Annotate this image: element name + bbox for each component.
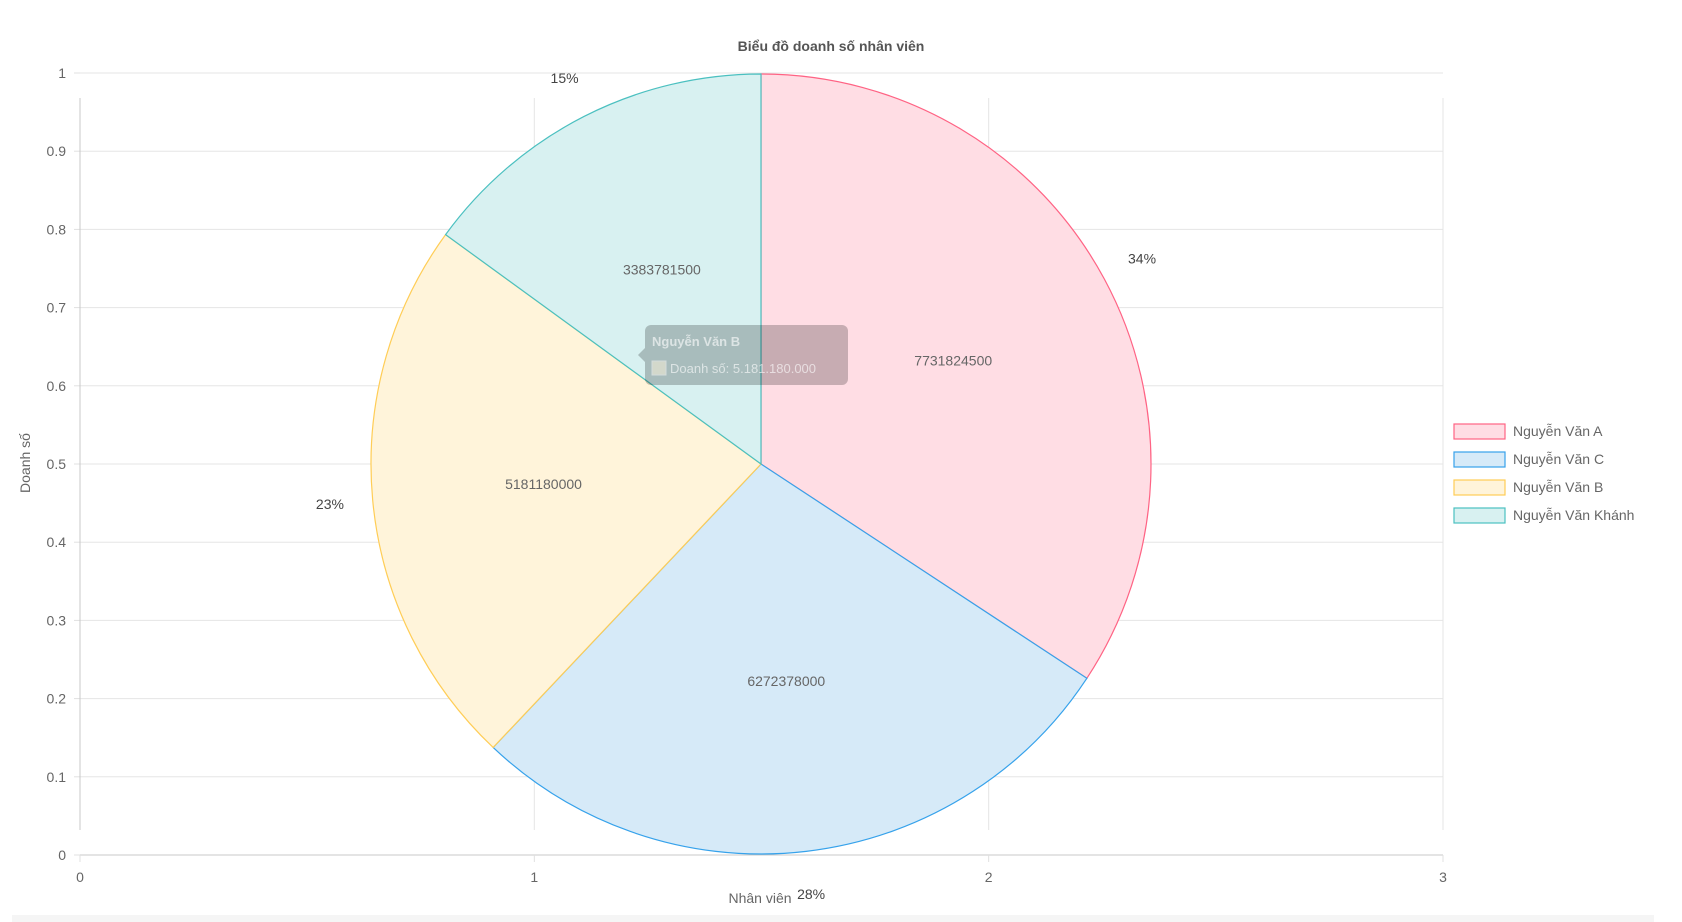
slice-percent-labels: 34% 28% 23% 15%	[316, 70, 1156, 902]
y-tick-label: 0.2	[47, 691, 67, 707]
slice-value-label: 5181180000	[505, 476, 582, 492]
y-tick-label: 0	[58, 847, 66, 863]
pie-slice[interactable]	[492, 463, 1088, 855]
y-axis-title: Doanh số	[17, 433, 33, 493]
slice-percent-label: 28%	[797, 886, 825, 902]
tooltip-body: Doanh số: 5.181.180.000	[670, 361, 816, 376]
legend-swatch	[1453, 451, 1506, 468]
x-tick-label: 1	[530, 869, 538, 885]
x-tick-label: 2	[985, 869, 993, 885]
legend-label: Nguyễn Văn Khánh	[1513, 507, 1634, 523]
tooltip: Nguyễn Văn B Doanh số: 5.181.180.000	[638, 325, 848, 385]
pie-slice[interactable]	[760, 73, 1152, 680]
pie-slice[interactable]	[444, 73, 762, 466]
slice-value-labels: 7731824500 6272378000 5181180000 3383781500	[505, 261, 992, 689]
slice-value-label: 7731824500	[914, 352, 992, 368]
tooltip-color-swatch	[651, 360, 667, 376]
y-tick-label: 0.1	[47, 769, 67, 785]
slice-percent-label: 15%	[551, 70, 579, 86]
slice-value-label: 6272378000	[747, 673, 825, 689]
slice-percent-label: 34%	[1128, 251, 1156, 267]
y-tick-label: 0.7	[47, 300, 67, 316]
slice-percent-label: 23%	[316, 496, 344, 512]
chart-title: Biểu đồ doanh số nhân viên	[738, 38, 925, 54]
legend-swatch	[1453, 479, 1506, 496]
legend-swatch	[1453, 423, 1506, 440]
y-tick-label: 0.4	[47, 534, 67, 550]
tooltip-box	[645, 325, 848, 385]
y-tick-label: 0.6	[47, 378, 67, 394]
slice-value-label: 3383781500	[623, 261, 701, 277]
tooltip-title: Nguyễn Văn B	[652, 334, 740, 349]
tooltip-caret	[638, 348, 645, 362]
x-tick-label: 0	[76, 869, 84, 885]
pie-slice[interactable]	[370, 233, 762, 749]
legend: Nguyễn Văn A Nguyễn Văn C Nguyễn Văn B Nguy…	[1453, 423, 1634, 524]
footer-bar	[12, 915, 1654, 922]
x-axis-title: Nhân viên	[728, 890, 791, 906]
pie-slices[interactable]	[370, 73, 1152, 855]
legend-label: Nguyễn Văn A	[1513, 423, 1603, 439]
legend-label: Nguyễn Văn C	[1513, 451, 1604, 467]
y-tick-label: 0.9	[47, 143, 67, 159]
legend-label: Nguyễn Văn B	[1513, 479, 1603, 495]
x-tick-label: 3	[1439, 869, 1447, 885]
y-tick-label: 0.3	[47, 612, 67, 628]
y-tick-label: 0.5	[47, 456, 67, 472]
y-tick-label: 1	[58, 65, 66, 81]
legend-swatch	[1453, 507, 1506, 524]
y-tick-label: 0.8	[47, 221, 67, 237]
axes: 0 0.1 0.2 0.3 0.4 0.5 0.6 0.7 0.8 0.9 1 0 1 2 3	[47, 65, 1448, 885]
